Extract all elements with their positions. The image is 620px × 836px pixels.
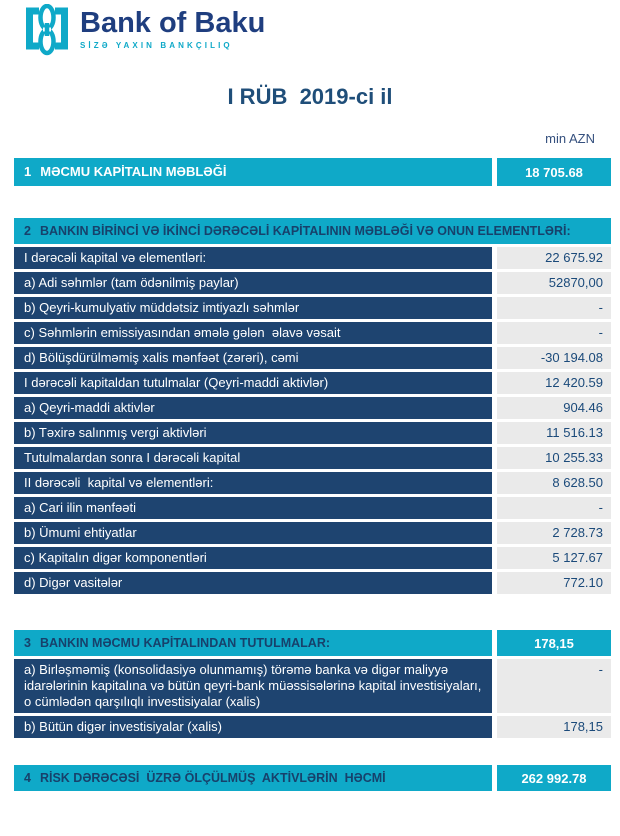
section-1-label: 1 MƏCMU KAPİTALIN MƏBLƏĞİ (14, 158, 492, 186)
section-4-value: 262 992.78 (497, 765, 611, 791)
table-row: b) Ümumi ehtiyatlar 2 728.73 (14, 522, 611, 544)
chain-link-icon (26, 4, 68, 56)
column-gap (492, 765, 497, 791)
table-row: I dərəcəli kapitaldan tutulmalar (Qeyri-… (14, 372, 611, 394)
unit-label: min AZN (545, 131, 595, 146)
section-number: 3 (24, 636, 31, 650)
bank-logo: Bank of Baku SİZƏ YAXIN BANKÇILIQ (26, 4, 265, 56)
column-gap (492, 272, 497, 294)
row-value: 52870,00 (497, 272, 611, 294)
section-title: BANKIN BİRİNCİ VƏ İKİNCİ DƏRƏCƏLİ KAPİTA… (39, 224, 571, 238)
row-value: 8 628.50 (497, 472, 611, 494)
section-3-label: 3 BANKIN MƏCMU KAPİTALINDAN TUTULMALAR: (14, 630, 492, 656)
section-2-label: 2 BANKIN BİRİNCİ VƏ İKİNCİ DƏRƏCƏLİ KAPİT… (14, 218, 611, 244)
column-gap (492, 397, 497, 419)
logo-name: Bank of Baku (80, 7, 266, 39)
column-gap (492, 247, 497, 269)
section-title: RİSK DƏRƏCƏSİ ÜZRƏ ÖLÇÜLMÜŞ AKTİVLƏRİN H… (39, 771, 386, 785)
column-gap (492, 630, 497, 656)
table-row: I dərəcəli kapital və elementləri: 22 67… (14, 247, 611, 269)
table-row: II dərəcəli kapital və elementləri: 8 62… (14, 472, 611, 494)
row-value: 772.10 (497, 572, 611, 594)
row-label: b) Bütün digər investisiyalar (xalis) (14, 716, 492, 738)
column-gap (492, 472, 497, 494)
section-4-row: 4 RİSK DƏRƏCƏSİ ÜZRƏ ÖLÇÜLMÜŞ AKTİVLƏRİN … (14, 765, 611, 791)
row-label: I dərəcəli kapital və elementləri: (14, 247, 492, 269)
column-gap (492, 522, 497, 544)
column-gap (492, 372, 497, 394)
row-value: 22 675.92 (497, 247, 611, 269)
row-value: 10 255.33 (497, 447, 611, 469)
section-number: 1 (24, 164, 32, 179)
row-value: - (497, 297, 611, 319)
row-value: 178,15 (497, 716, 611, 738)
row-label: b) Təxirə salınmış vergi aktivləri (14, 422, 492, 444)
table-row: a) Adi səhmlər (tam ödənilmiş paylar) 52… (14, 272, 611, 294)
capital-table: 1 MƏCMU KAPİTALIN MƏBLƏĞİ 18 705.68 2 BANK… (14, 158, 611, 791)
column-gap (492, 322, 497, 344)
row-value: - (497, 322, 611, 344)
table-row: a) Qeyri-maddi aktivlər 904.46 (14, 397, 611, 419)
table-row: b) Qeyri-kumulyativ müddətsiz imtiyazlı … (14, 297, 611, 319)
section-title: MƏCMU KAPİTALIN MƏBLƏĞİ (40, 164, 227, 179)
row-label: II dərəcəli kapital və elementləri: (14, 472, 492, 494)
column-gap (492, 422, 497, 444)
table-row: c) Səhmlərin emissiyasından əmələ gələn … (14, 322, 611, 344)
section-1-value: 18 705.68 (497, 158, 611, 186)
row-label: a) Qeyri-maddi aktivlər (14, 397, 492, 419)
row-value: - (497, 659, 611, 713)
row-value: 2 728.73 (497, 522, 611, 544)
column-gap (492, 347, 497, 369)
row-value: -30 194.08 (497, 347, 611, 369)
column-gap (492, 497, 497, 519)
row-label: b) Qeyri-kumulyativ müddətsiz imtiyazlı … (14, 297, 492, 319)
row-label: d) Digər vasitələr (14, 572, 492, 594)
section-title: BANKIN MƏCMU KAPİTALINDAN TUTULMALAR: (39, 636, 331, 650)
page-title: I RÜB 2019-ci il (227, 84, 393, 109)
section-4-label: 4 RİSK DƏRƏCƏSİ ÜZRƏ ÖLÇÜLMÜŞ AKTİVLƏRİN … (14, 765, 492, 791)
section-3-header: 3 BANKIN MƏCMU KAPİTALINDAN TUTULMALAR: 1… (14, 630, 611, 656)
section-2-header: 2 BANKIN BİRİNCİ VƏ İKİNCİ DƏRƏCƏLİ KAPİT… (14, 218, 611, 244)
column-gap (492, 572, 497, 594)
row-label: b) Ümumi ehtiyatlar (14, 522, 492, 544)
table-row: d) Digər vasitələr 772.10 (14, 572, 611, 594)
column-gap (492, 547, 497, 569)
row-label: a) Cari ilin mənfəəti (14, 497, 492, 519)
row-value: 5 127.67 (497, 547, 611, 569)
logo-tagline: SİZƏ YAXIN BANKÇILIQ (80, 41, 233, 50)
table-row: b) Təxirə salınmış vergi aktivləri 11 51… (14, 422, 611, 444)
column-gap (492, 659, 497, 713)
row-label: a) Birləşməmiş (konsolidasiyə olunmamış)… (14, 659, 492, 713)
table-row: d) Bölüşdürülməmiş xalis mənfəət (zərəri… (14, 347, 611, 369)
row-label: c) Səhmlərin emissiyasından əmələ gələn … (14, 322, 492, 344)
column-gap (492, 447, 497, 469)
section-number: 2 (24, 224, 31, 238)
section-3-value: 178,15 (497, 630, 611, 656)
row-label: d) Bölüşdürülməmiş xalis mənfəət (zərəri… (14, 347, 492, 369)
row-value: 12 420.59 (497, 372, 611, 394)
row-value: 904.46 (497, 397, 611, 419)
table-row: c) Kapitalın digər komponentləri 5 127.6… (14, 547, 611, 569)
table-row: a) Birləşməmiş (konsolidasiyə olunmamış)… (14, 659, 611, 713)
column-gap (492, 158, 497, 186)
row-value: - (497, 497, 611, 519)
row-label: Tutulmalardan sonra I dərəcəli kapital (14, 447, 492, 469)
table-row: b) Bütün digər investisiyalar (xalis) 17… (14, 716, 611, 738)
section-3-rows: a) Birləşməmiş (konsolidasiyə olunmamış)… (14, 659, 611, 738)
column-gap (492, 716, 497, 738)
row-label: I dərəcəli kapitaldan tutulmalar (Qeyri-… (14, 372, 492, 394)
section-number: 4 (24, 771, 31, 785)
logo-text: Bank of Baku SİZƏ YAXIN BANKÇILIQ (80, 4, 266, 51)
table-row: Tutulmalardan sonra I dərəcəli kapital 1… (14, 447, 611, 469)
column-gap (492, 297, 497, 319)
row-label: c) Kapitalın digər komponentləri (14, 547, 492, 569)
row-label: a) Adi səhmlər (tam ödənilmiş paylar) (14, 272, 492, 294)
table-row: a) Cari ilin mənfəəti - (14, 497, 611, 519)
section-1-row: 1 MƏCMU KAPİTALIN MƏBLƏĞİ 18 705.68 (14, 158, 611, 186)
row-value: 11 516.13 (497, 422, 611, 444)
section-2-rows: I dərəcəli kapital və elementləri: 22 67… (14, 247, 611, 594)
